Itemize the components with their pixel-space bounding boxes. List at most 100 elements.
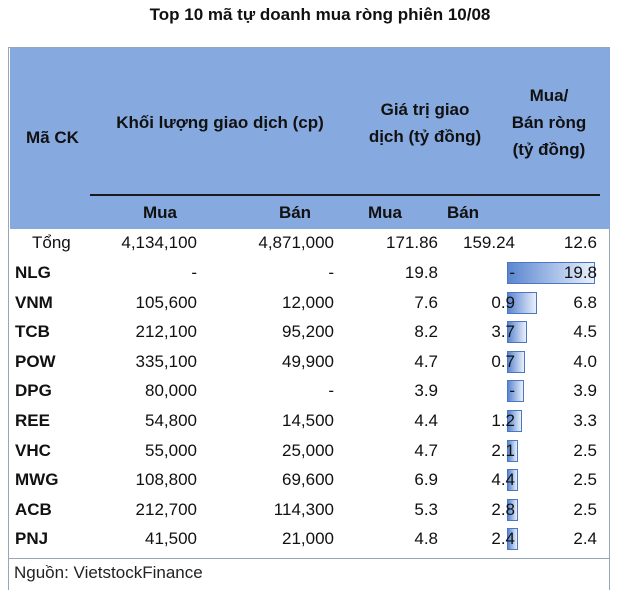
buy-value-cell: 4.4 (414, 411, 438, 430)
sell-value-cell: 4.4 (491, 470, 515, 490)
ticker-cell: DPG (15, 381, 52, 401)
sell-value-cell: 2.8 (491, 499, 515, 519)
ticker-cell: TCB (15, 322, 50, 342)
sell-value-cell: 2.4 (491, 529, 515, 549)
table-header (10, 48, 610, 229)
buy-value-cell: 4.8 (414, 529, 438, 549)
net-value-bar (507, 528, 518, 551)
buy-value-cell: 7.6 (414, 292, 438, 312)
buy-volume-cell: 212,700 (135, 499, 197, 519)
total-sell-volume: 4,871,000 (258, 233, 334, 252)
net-value-bar (507, 350, 525, 373)
net-value-bar (507, 410, 522, 432)
buy-value-cell: 4.7 (414, 440, 438, 460)
header-net-line3: (tỷ đồng) (512, 140, 586, 159)
table-row: REE 54,800 14,500 4.4 1.2 3.3 (10, 406, 610, 436)
net-value-cell: 2.5 (573, 440, 597, 460)
net-value-cell: 4.0 (573, 351, 597, 371)
sell-value-cell: 3.7 (491, 322, 515, 342)
sell-value-cell: - (509, 263, 515, 282)
source-note: Nguồn: VietstockFinance (14, 563, 203, 582)
buy-value-cell: 5.3 (414, 499, 438, 519)
ticker-cell: VNM (15, 292, 53, 312)
sell-value-cell: 1.2 (491, 411, 515, 430)
buy-volume-cell: 41,500 (145, 529, 197, 549)
buy-value-cell: 8.2 (414, 322, 438, 342)
buy-value-cell: 3.9 (414, 381, 438, 401)
table-row: NLG - - 19.8 - 19.8 (10, 258, 610, 288)
table-row: TCB 212,100 95,200 8.2 3.7 4.5 (10, 317, 610, 347)
net-value-bar (507, 262, 595, 284)
buy-volume-cell: 212,100 (135, 322, 197, 342)
subheader-sell-value: Bán (446, 203, 480, 222)
net-value-cell: 6.8 (573, 292, 597, 312)
sell-value-cell: 2.1 (491, 440, 515, 460)
net-value-bar (507, 439, 519, 462)
sell-volume-cell: - (328, 381, 334, 401)
sell-value-cell: 0.7 (491, 351, 515, 371)
net-value-bar (507, 380, 525, 403)
total-net-value: 12.6 (563, 233, 597, 252)
header-divider (90, 194, 600, 196)
buy-value-cell: 6.9 (414, 470, 438, 490)
net-value-bar (507, 291, 538, 314)
total-buy-volume: 4,134,100 (121, 233, 197, 252)
net-value-cell: 4.5 (573, 322, 597, 342)
net-value-cell: 2.5 (573, 470, 597, 490)
table-row: DPG 80,000 - 3.9 - 3.9 (10, 376, 610, 406)
sell-volume-cell: 69,600 (282, 470, 334, 490)
ticker-cell: REE (15, 411, 50, 430)
buy-volume-cell: 55,000 (145, 440, 197, 460)
total-buy-value: 171.86 (386, 233, 438, 252)
sell-volume-cell: 95,200 (282, 322, 334, 342)
table-row: PNJ 41,500 21,000 4.8 2.4 2.4 (10, 524, 610, 554)
buy-volume-cell: 108,800 (135, 470, 197, 490)
table-frame (8, 47, 610, 590)
table-title: Top 10 mã tự doanh mua ròng phiên 10/08 (149, 5, 491, 24)
header-ticker: Mã CK (26, 128, 79, 147)
buy-volume-cell: 54,800 (145, 411, 197, 430)
footer-divider (8, 558, 610, 559)
net-value-cell: 3.3 (573, 411, 597, 430)
total-label: Tổng (32, 233, 71, 252)
net-value-cell: 2.5 (573, 499, 597, 519)
subheader-buy-value: Mua (368, 203, 402, 222)
table-row: VHC 55,000 25,000 4.7 2.1 2.5 (10, 436, 610, 466)
subheader-buy-volume: Mua (143, 203, 177, 222)
ticker-cell: PNJ (15, 529, 49, 549)
subheader-sell-volume: Bán (278, 203, 312, 222)
total-sell-value: 159.24 (463, 233, 515, 252)
net-value-bar (507, 498, 519, 521)
sell-volume-cell: - (328, 263, 334, 282)
sell-volume-cell: 25,000 (282, 440, 334, 460)
table-row: MWG 108,800 69,600 6.9 4.4 2.5 (10, 465, 610, 495)
buy-volume-cell: - (191, 263, 197, 282)
sell-volume-cell: 114,300 (273, 499, 334, 519)
header-value-line1: Giá trị giao (380, 100, 470, 119)
buy-volume-cell: 105,600 (135, 292, 197, 312)
ticker-cell: VHC (15, 440, 51, 460)
buy-value-cell: 19.8 (404, 263, 438, 282)
net-value-cell: 19.8 (563, 263, 597, 282)
buy-volume-cell: 80,000 (145, 381, 197, 401)
sell-volume-cell: 49,900 (282, 351, 334, 371)
ticker-cell: POW (15, 351, 56, 371)
net-value-cell: 2.4 (573, 529, 597, 549)
ticker-cell: MWG (15, 470, 59, 490)
buy-volume-cell: 335,100 (135, 351, 197, 371)
sell-volume-cell: 21,000 (282, 529, 334, 549)
header-value-line2: dịch (tỷ đồng) (368, 127, 482, 146)
header-net-line2: Bán ròng (511, 113, 587, 132)
ticker-cell: ACB (15, 499, 52, 519)
sell-volume-cell: 12,000 (282, 292, 334, 312)
table-row: VNM 105,600 12,000 7.6 0.9 6.8 (10, 288, 610, 318)
header-volume: Khối lượng giao dịch (cp) (116, 113, 324, 132)
net-value-bar (507, 321, 527, 344)
net-value-bar (507, 469, 519, 492)
header-net-line1: Mua/ (529, 86, 569, 105)
net-value-cell: 3.9 (573, 381, 597, 401)
sell-volume-cell: 14,500 (282, 411, 334, 430)
buy-value-cell: 4.7 (414, 351, 438, 371)
sell-value-cell: 0.9 (491, 292, 515, 312)
table-row: ACB 212,700 114,300 5.3 2.8 2.5 (10, 495, 610, 525)
